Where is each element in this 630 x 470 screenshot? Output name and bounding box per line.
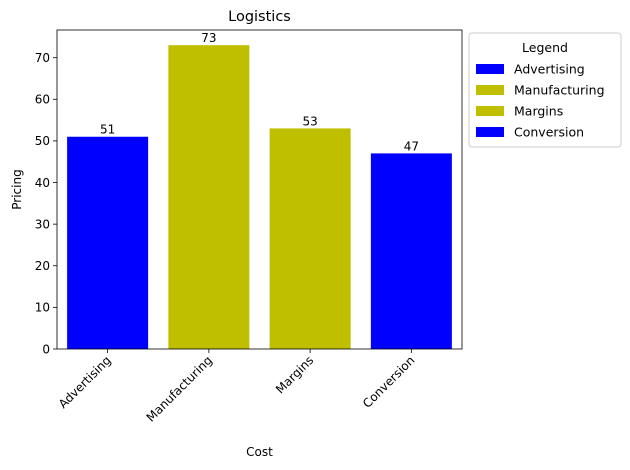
x-axis-label: Cost xyxy=(246,445,273,459)
legend-label-margins: Margins xyxy=(514,104,563,119)
legend-box xyxy=(468,32,622,148)
legend: Legend Advertising Manufacturing Margins Con… xyxy=(468,32,622,148)
legend-label-manufacturing: Manufacturing xyxy=(514,83,605,98)
bar-margins xyxy=(269,128,351,349)
data-label-margins: 53 xyxy=(302,114,317,128)
y-tick-label: 30 xyxy=(35,217,50,231)
data-label-conversion: 47 xyxy=(404,139,419,153)
plot-area: 51 Advertising 73 Manufacturing 53 Margins 47 C… xyxy=(35,29,463,425)
chart-title: Logistics xyxy=(228,9,291,25)
y-tick-label: 70 xyxy=(35,51,50,65)
y-axis-label: Pricing xyxy=(10,169,24,209)
axes-frame xyxy=(56,29,463,350)
x-tick-label-margins: Margins xyxy=(273,353,316,396)
legend-swatch-margins xyxy=(476,106,504,116)
y-tick-label: 0 xyxy=(42,342,50,356)
legend-title: Legend xyxy=(522,40,568,55)
legend-swatch-manufacturing xyxy=(476,85,504,95)
legend-label-advertising: Advertising xyxy=(514,62,585,77)
data-label-manufacturing: 73 xyxy=(201,31,216,45)
y-tick-label: 60 xyxy=(35,93,50,107)
bar-conversion xyxy=(370,153,452,349)
x-tick-label-manufacturing: Manufacturing xyxy=(144,353,215,424)
y-tick-label: 40 xyxy=(35,176,50,190)
bar-advertising xyxy=(67,136,149,349)
x-tick-label-advertising: Advertising xyxy=(56,353,114,411)
data-label-advertising: 51 xyxy=(100,123,115,137)
legend-swatch-advertising xyxy=(476,64,504,74)
y-tick-label: 10 xyxy=(35,301,50,315)
legend-label-conversion: Conversion xyxy=(514,125,584,140)
x-tick-label-conversion: Conversion xyxy=(360,353,417,410)
y-tick-label: 20 xyxy=(35,259,50,273)
y-tick-label: 50 xyxy=(35,134,50,148)
bar-manufacturing xyxy=(168,45,250,349)
legend-swatch-conversion xyxy=(476,127,504,137)
